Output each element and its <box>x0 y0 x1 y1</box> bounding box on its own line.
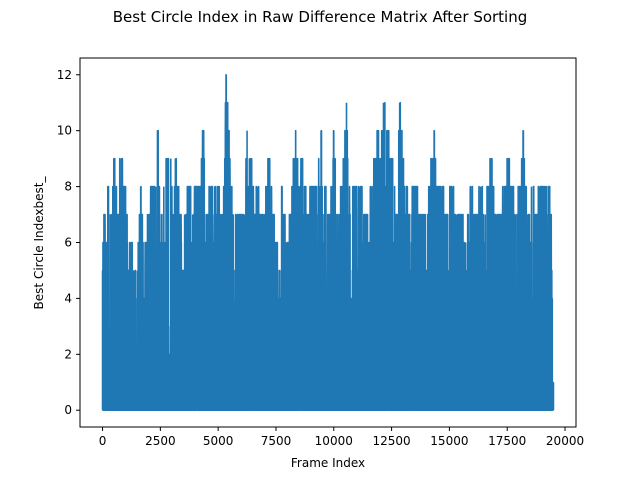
x-axis-label: Frame Index <box>291 456 365 470</box>
y-tick-label: 10 <box>57 124 72 138</box>
y-tick-label: 4 <box>64 291 72 305</box>
y-tick-label: 0 <box>64 403 72 417</box>
x-axis: 0 2500 5000 7500 10000 12500 15000 17500 20000 <box>99 427 584 448</box>
y-tick-label: 6 <box>64 236 72 250</box>
x-tick-label: 0 <box>99 434 107 448</box>
chart-title: Best Circle Index in Raw Difference Matr… <box>113 8 528 26</box>
x-tick-label: 15000 <box>430 434 468 448</box>
y-tick-label: 12 <box>57 68 72 82</box>
x-tick-label: 2500 <box>145 434 176 448</box>
x-tick-label: 5000 <box>203 434 234 448</box>
y-tick-label: 8 <box>64 180 72 194</box>
x-tick-label: 20000 <box>546 434 584 448</box>
y-axis: 0 2 4 6 8 10 12 <box>57 68 80 417</box>
y-tick-label: 2 <box>64 347 72 361</box>
x-tick-label: 17500 <box>488 434 526 448</box>
x-tick-label: 10000 <box>315 434 353 448</box>
series-line-0 <box>101 73 555 412</box>
x-tick-label: 7500 <box>261 434 292 448</box>
y-axis-label: Best Circle Indexbest_ <box>32 176 46 310</box>
x-tick-label: 12500 <box>372 434 410 448</box>
